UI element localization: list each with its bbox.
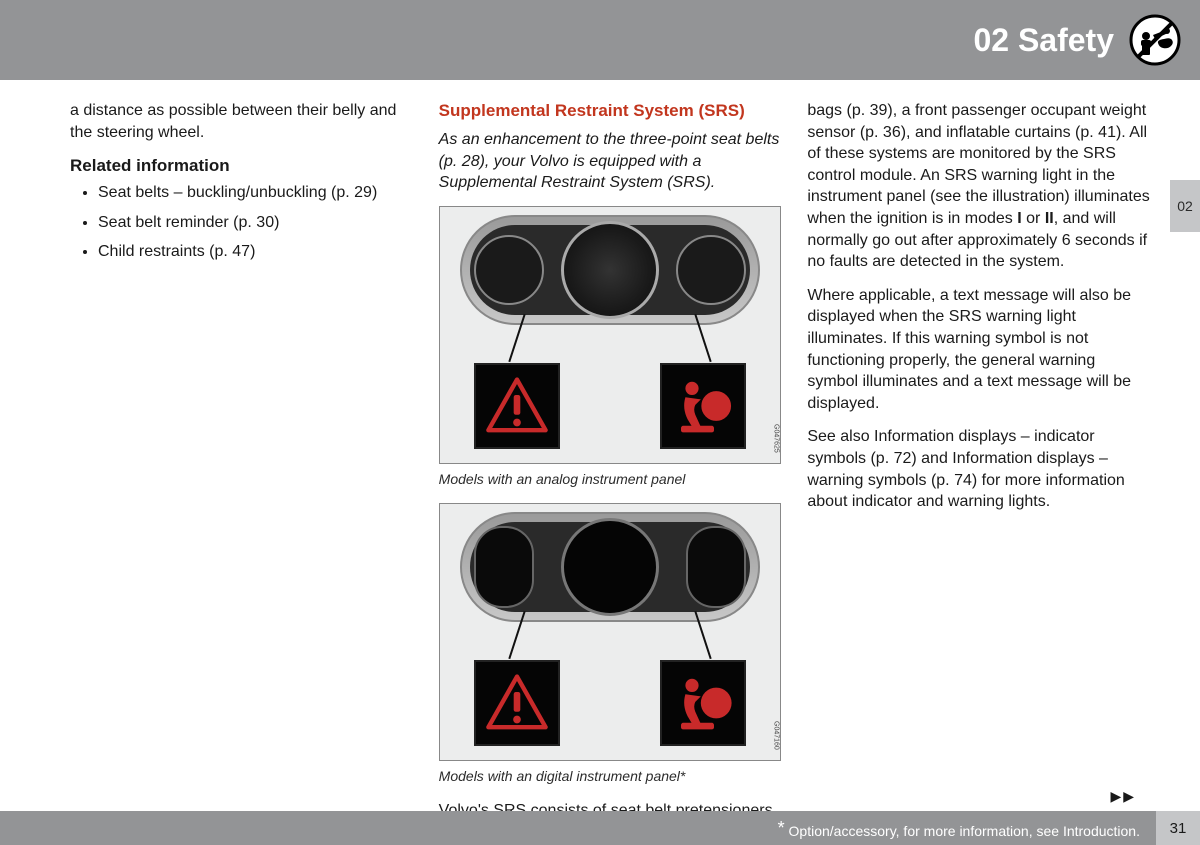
warning-triangle-icon: [474, 660, 560, 746]
srs-body-p3: See also Information displays – indicato…: [807, 426, 1150, 512]
text-run: or: [1022, 210, 1045, 227]
airbag-warning-icon: [660, 660, 746, 746]
warning-triangle-icon: [474, 363, 560, 449]
figure-caption: Models with an analog instrument panel: [439, 470, 782, 489]
footer-note: * Option/accessory, for more information…: [778, 818, 1140, 839]
digital-cluster: [460, 512, 760, 622]
asterisk-icon: *: [778, 818, 785, 838]
page-number: 31: [1156, 811, 1200, 845]
list-item: Child restraints (p. 47): [98, 241, 413, 263]
airbag-warning-icon: [660, 363, 746, 449]
figure-code: G047625: [771, 424, 780, 453]
figure-digital-panel: G047160: [439, 503, 782, 761]
lead-paragraph: a distance as possible between their bel…: [70, 100, 413, 143]
footer-bar: * Option/accessory, for more information…: [0, 811, 1200, 845]
no-tamper-icon: [1128, 13, 1182, 67]
srs-intro: As an enhancement to the three-point sea…: [439, 129, 782, 194]
mode-ii: II: [1045, 210, 1054, 227]
related-info-heading: Related information: [70, 155, 413, 178]
column-3: bags (p. 39), a front passenger occupant…: [807, 100, 1150, 790]
chapter-tab-label: 02: [1177, 198, 1193, 214]
header-bar: 02 Safety: [0, 0, 1200, 80]
column-2: Supplemental Restraint System (SRS) As a…: [439, 100, 782, 790]
footer-note-text: Option/accessory, for more information, …: [789, 823, 1140, 839]
analog-cluster: [460, 215, 760, 325]
figure-analog-panel: G047625: [439, 206, 782, 464]
srs-body-p1: bags (p. 39), a front passenger occupant…: [807, 100, 1150, 273]
chapter-title: 02 Safety: [973, 22, 1114, 59]
related-info-list: Seat belts – buckling/unbuckling (p. 29)…: [70, 182, 413, 263]
list-item: Seat belt reminder (p. 30): [98, 212, 413, 234]
column-1: a distance as possible between their bel…: [70, 100, 413, 790]
chapter-tab: 02: [1170, 180, 1200, 232]
list-item: Seat belts – buckling/unbuckling (p. 29): [98, 182, 413, 204]
page-content: a distance as possible between their bel…: [70, 100, 1150, 790]
continued-arrows: ▶▶: [1110, 788, 1136, 805]
figure-code: G047160: [771, 721, 780, 750]
figure-caption: Models with an digital instrument panel*: [439, 767, 782, 786]
text-run: bags (p. 39), a front passenger occupant…: [807, 102, 1149, 227]
srs-heading: Supplemental Restraint System (SRS): [439, 100, 782, 123]
srs-body-p2: Where applicable, a text message will al…: [807, 285, 1150, 415]
